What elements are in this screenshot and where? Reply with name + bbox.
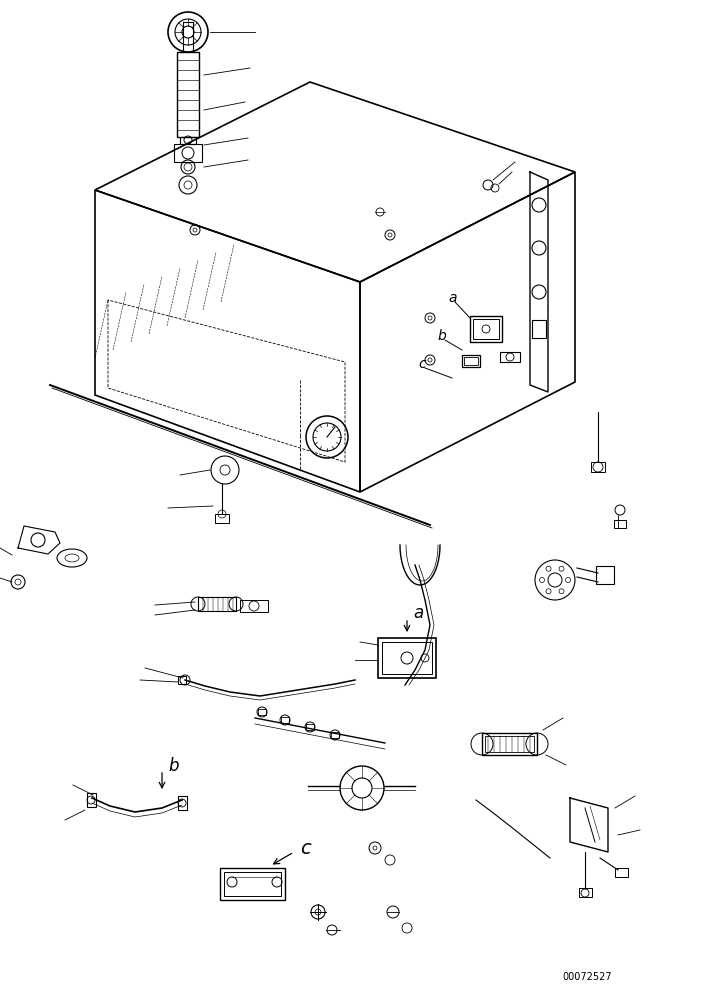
Bar: [178, 676, 186, 684]
Bar: [331, 732, 339, 738]
Bar: [591, 462, 605, 472]
Bar: [532, 320, 546, 338]
Text: a: a: [448, 291, 457, 305]
Bar: [378, 638, 436, 678]
Bar: [215, 514, 229, 523]
Bar: [240, 600, 268, 612]
Bar: [177, 52, 199, 137]
Bar: [462, 355, 480, 367]
Text: b: b: [438, 329, 447, 343]
Bar: [258, 709, 266, 715]
Bar: [615, 868, 628, 877]
Bar: [485, 736, 534, 752]
Bar: [614, 520, 626, 528]
Bar: [178, 796, 187, 810]
Bar: [174, 144, 202, 162]
Text: 00072527: 00072527: [562, 972, 612, 982]
Bar: [224, 872, 281, 896]
Bar: [464, 357, 478, 365]
Bar: [500, 352, 520, 362]
Bar: [596, 566, 614, 584]
Text: b: b: [168, 757, 178, 775]
Bar: [382, 642, 432, 674]
Bar: [482, 733, 537, 755]
Bar: [306, 724, 314, 730]
Bar: [198, 597, 236, 611]
Text: a: a: [413, 604, 423, 622]
Bar: [470, 316, 502, 342]
Bar: [281, 717, 289, 723]
Text: c: c: [300, 838, 311, 857]
Bar: [87, 793, 96, 807]
Text: c: c: [418, 357, 426, 371]
Bar: [473, 319, 499, 339]
Bar: [579, 888, 592, 897]
Bar: [180, 137, 196, 144]
Bar: [220, 868, 285, 900]
